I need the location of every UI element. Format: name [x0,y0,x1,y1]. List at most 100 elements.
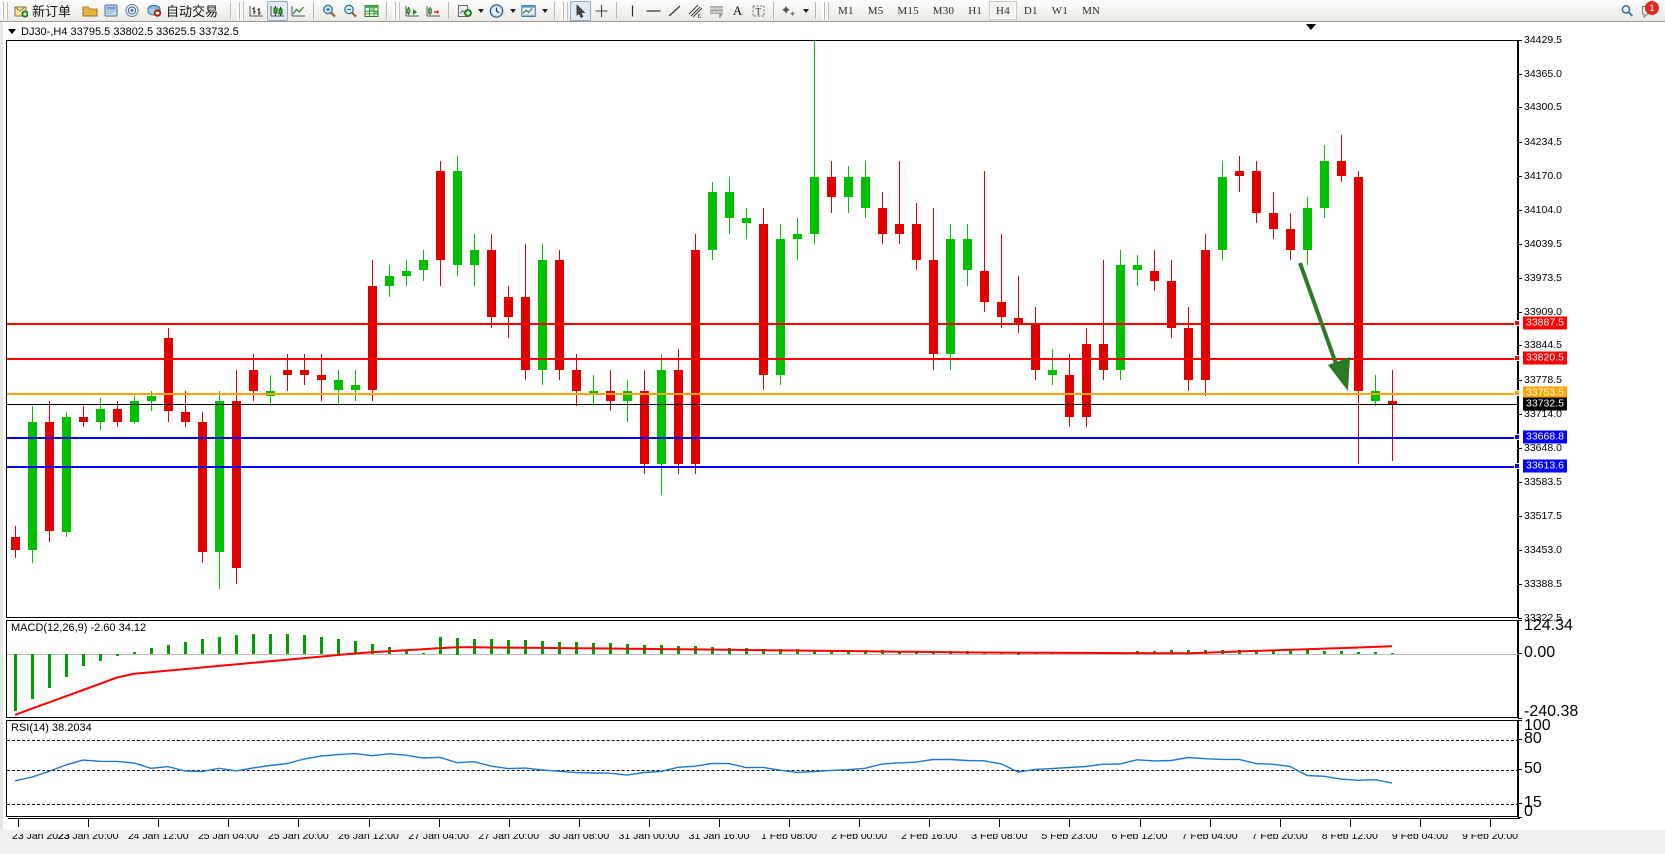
candle-body [1030,322,1040,370]
macd-histogram-bar [404,650,408,655]
equidistant-channel-button[interactable]: E [685,1,706,21]
toolbar-grip-1[interactable] [1,1,8,20]
candle-body [860,176,870,208]
macd-histogram-bar [1220,649,1224,655]
price-level-handle-pivot[interactable] [1514,390,1520,396]
price-tick-label: 34104.0 [1524,204,1562,216]
candlestick-chart-button[interactable] [267,0,289,21]
price-level-tag-support-1[interactable]: 33668.8 [1523,430,1567,444]
chart-menu-triangle-icon[interactable] [8,29,16,34]
price-level-tag-current-price[interactable]: 33732.5 [1523,397,1567,411]
collapse-triangle-icon[interactable] [1306,24,1316,30]
price-level-line-resistance-1[interactable] [7,323,1519,325]
rsi-panel[interactable] [6,720,1519,817]
macd-histogram-bar [183,641,187,655]
candle-body [418,260,428,271]
price-level-tag-resistance-2[interactable]: 33820.5 [1523,351,1567,365]
chart-shift-button[interactable] [402,1,423,21]
period-button[interactable] [486,1,507,21]
chart-area[interactable]: DJ30-,H4 33795.5 33802.5 33625.5 33732.5… [0,22,1665,842]
time-tick [859,819,861,827]
down-arrow-icon[interactable] [1292,257,1362,402]
profiles-button[interactable] [79,1,100,21]
price-level-handle-support-2[interactable] [1514,463,1520,469]
zoom-out-button[interactable] [340,1,361,21]
fibonacci-button[interactable]: F [706,1,727,21]
price-level-handle-support-1[interactable] [1514,434,1520,441]
timeframe-m30[interactable]: M30 [932,4,955,17]
crosshair-icon [595,4,608,17]
candle-body [469,249,479,266]
macd-histogram-bar [149,648,153,655]
price-level-line-support-1[interactable] [7,437,1519,440]
timeframe-m5[interactable]: M5 [867,4,884,17]
candle-body [1285,228,1295,250]
timeframe-m1[interactable]: M1 [838,4,854,17]
price-level-handle-resistance-1[interactable] [1514,320,1520,326]
time-tick [18,819,19,827]
toolbar-grip-5[interactable] [822,1,830,20]
time-tick [508,819,510,827]
data-window-button[interactable] [361,1,382,21]
price-level-line-pivot[interactable] [7,393,1519,395]
price-level-tag-resistance-1[interactable]: 33887.5 [1523,316,1567,330]
candle-body [928,260,938,354]
timeframe-w1[interactable]: W1 [1051,4,1069,17]
candle-wick [593,374,594,407]
timeframe-mn[interactable]: MN [1082,4,1101,17]
objects-dropdown[interactable] [800,1,811,21]
zoom-in-button[interactable] [319,1,340,21]
text-button[interactable]: A [727,1,748,21]
vertical-line-button[interactable] [622,1,643,21]
macd-histogram-bar [642,644,646,655]
text-icon: A [732,2,743,18]
timeframe-h1[interactable]: H1 [968,4,983,17]
period-dropdown[interactable] [507,1,518,21]
signals-button[interactable] [121,1,142,21]
price-tick [1518,107,1522,109]
price-tick-label: 34039.5 [1524,237,1562,250]
text-label-button[interactable]: T [748,1,769,21]
candle-wick [270,374,271,407]
bar-chart-button[interactable] [246,1,267,21]
macd-panel[interactable] [6,620,1519,718]
timeframe-d1[interactable]: D1 [1023,4,1038,17]
toolbar-grip-3[interactable] [393,1,401,20]
auto-scroll-button[interactable] [423,1,444,21]
horizontal-line-button[interactable] [643,1,664,21]
add-indicator-button[interactable] [454,1,475,21]
price-level-tag-support-2[interactable]: 33613.6 [1523,459,1567,473]
trendline-button[interactable] [664,1,685,21]
auto-trading-button[interactable]: 自动交易 [142,1,226,21]
templates-dropdown[interactable] [539,1,550,21]
time-tick [228,819,230,827]
price-level-tag-pivot[interactable]: 33753.5 [1523,386,1567,400]
toolbar-grip-2[interactable] [237,1,245,20]
price-level-line-resistance-2[interactable] [7,358,1519,360]
price-level-line-current-price[interactable] [7,404,1519,406]
timeframe-m15[interactable]: M15 [897,4,919,17]
crosshair-button[interactable] [591,1,612,21]
templates-button[interactable] [518,1,539,21]
macd-histogram-bar [81,654,85,666]
new-order-button[interactable]: 新订单 [10,1,79,21]
price-panel[interactable] [6,40,1519,618]
objects-button[interactable] [779,1,800,21]
search-button[interactable] [1617,1,1638,21]
candle-body [163,338,173,412]
notifications-button[interactable]: 1 [1638,0,1659,21]
macd-histogram-bar [285,634,289,655]
price-tick [1518,73,1522,75]
market-watch-button[interactable] [100,1,121,21]
line-chart-button[interactable] [288,1,309,21]
price-tick-label: 34234.5 [1524,135,1562,148]
timeframe-h4[interactable]: H4 [989,1,1017,20]
price-level-line-support-2[interactable] [7,466,1519,468]
candle-body [10,536,20,550]
cursor-button[interactable] [570,0,592,21]
add-indicator-dropdown[interactable] [475,1,486,21]
price-level-handle-resistance-2[interactable] [1514,355,1520,361]
toolbar-grip-4[interactable] [561,1,569,20]
candle-body [673,369,683,464]
candle-wick [1052,348,1053,386]
